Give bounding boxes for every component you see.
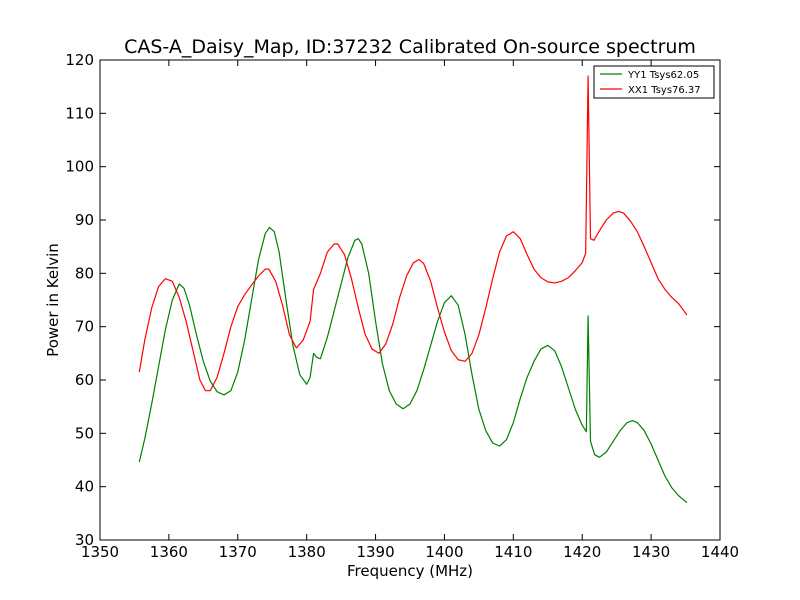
legend-label-yy1: YY1 Tsys62.05 <box>627 70 699 81</box>
series-line-xx1 <box>138 75 688 392</box>
y-tick-label: 50 <box>75 424 94 442</box>
x-tick-label: 1440 <box>701 543 739 561</box>
y-tick-label: 40 <box>75 478 94 496</box>
x-tick-label: 1390 <box>356 543 394 561</box>
axis-ticks: 1350 1360 1370 1380 1390 1400 1410 1420 1430 1440… <box>65 51 739 561</box>
x-tick-label: 1370 <box>219 543 257 561</box>
y-tick-label: 30 <box>75 531 94 549</box>
legend-box <box>593 65 715 99</box>
chart-title: CAS-A_Daisy_Map, ID:37232 Calibrated On-… <box>124 36 696 58</box>
y-tick-label: 70 <box>75 318 94 336</box>
x-tick-label: 1430 <box>632 543 670 561</box>
x-tick-label: 1410 <box>494 543 532 561</box>
legend-label-xx1: XX1 Tsys76.37 <box>628 85 701 96</box>
x-tick-label: 1380 <box>288 543 326 561</box>
x-tick-label: 1360 <box>150 543 188 561</box>
x-axis-label: Frequency (MHz) <box>347 562 473 580</box>
legend: YY1 Tsys62.05 XX1 Tsys76.37 <box>593 65 715 99</box>
y-tick-label: 60 <box>75 371 94 389</box>
plot-area <box>100 60 720 540</box>
y-tick-label: 120 <box>65 51 94 69</box>
y-tick-label: 100 <box>65 158 94 176</box>
x-tick-label: 1420 <box>563 543 601 561</box>
y-tick-label: 90 <box>75 211 94 229</box>
y-axis-label: Power in Kelvin <box>44 243 62 357</box>
x-tick-label: 1350 <box>81 543 119 561</box>
series-line-yy1 <box>138 226 688 504</box>
x-tick-label: 1400 <box>425 543 463 561</box>
y-tick-label: 80 <box>75 264 94 282</box>
y-tick-label: 110 <box>65 104 94 122</box>
plot-frame <box>99 59 721 541</box>
series-group <box>138 75 688 504</box>
